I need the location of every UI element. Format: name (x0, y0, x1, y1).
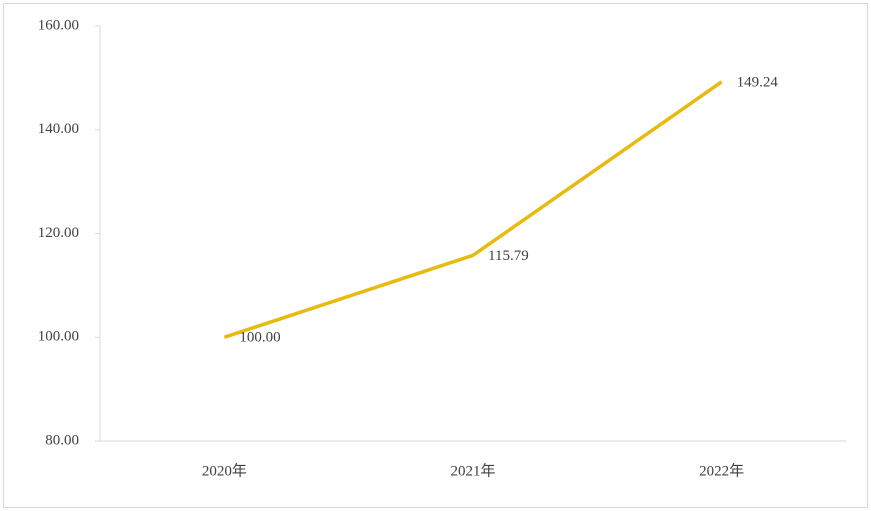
data-label: 100.00 (239, 330, 280, 346)
y-tick-label: 140.00 (38, 121, 79, 137)
y-tick-label: 100.00 (38, 329, 79, 345)
x-tick-label: 2021年 (450, 462, 495, 479)
line-series (223, 80, 723, 339)
data-label: 115.79 (488, 248, 529, 264)
data-label: 149.24 (737, 74, 779, 90)
x-tick-label: 2022年 (699, 462, 744, 479)
chart-border (3, 3, 868, 508)
y-tick-label: 120.00 (38, 225, 79, 241)
x-tick-label: 2020年 (202, 462, 247, 479)
y-tick-label: 160.00 (38, 17, 79, 33)
y-tick-label: 80.00 (45, 432, 79, 448)
